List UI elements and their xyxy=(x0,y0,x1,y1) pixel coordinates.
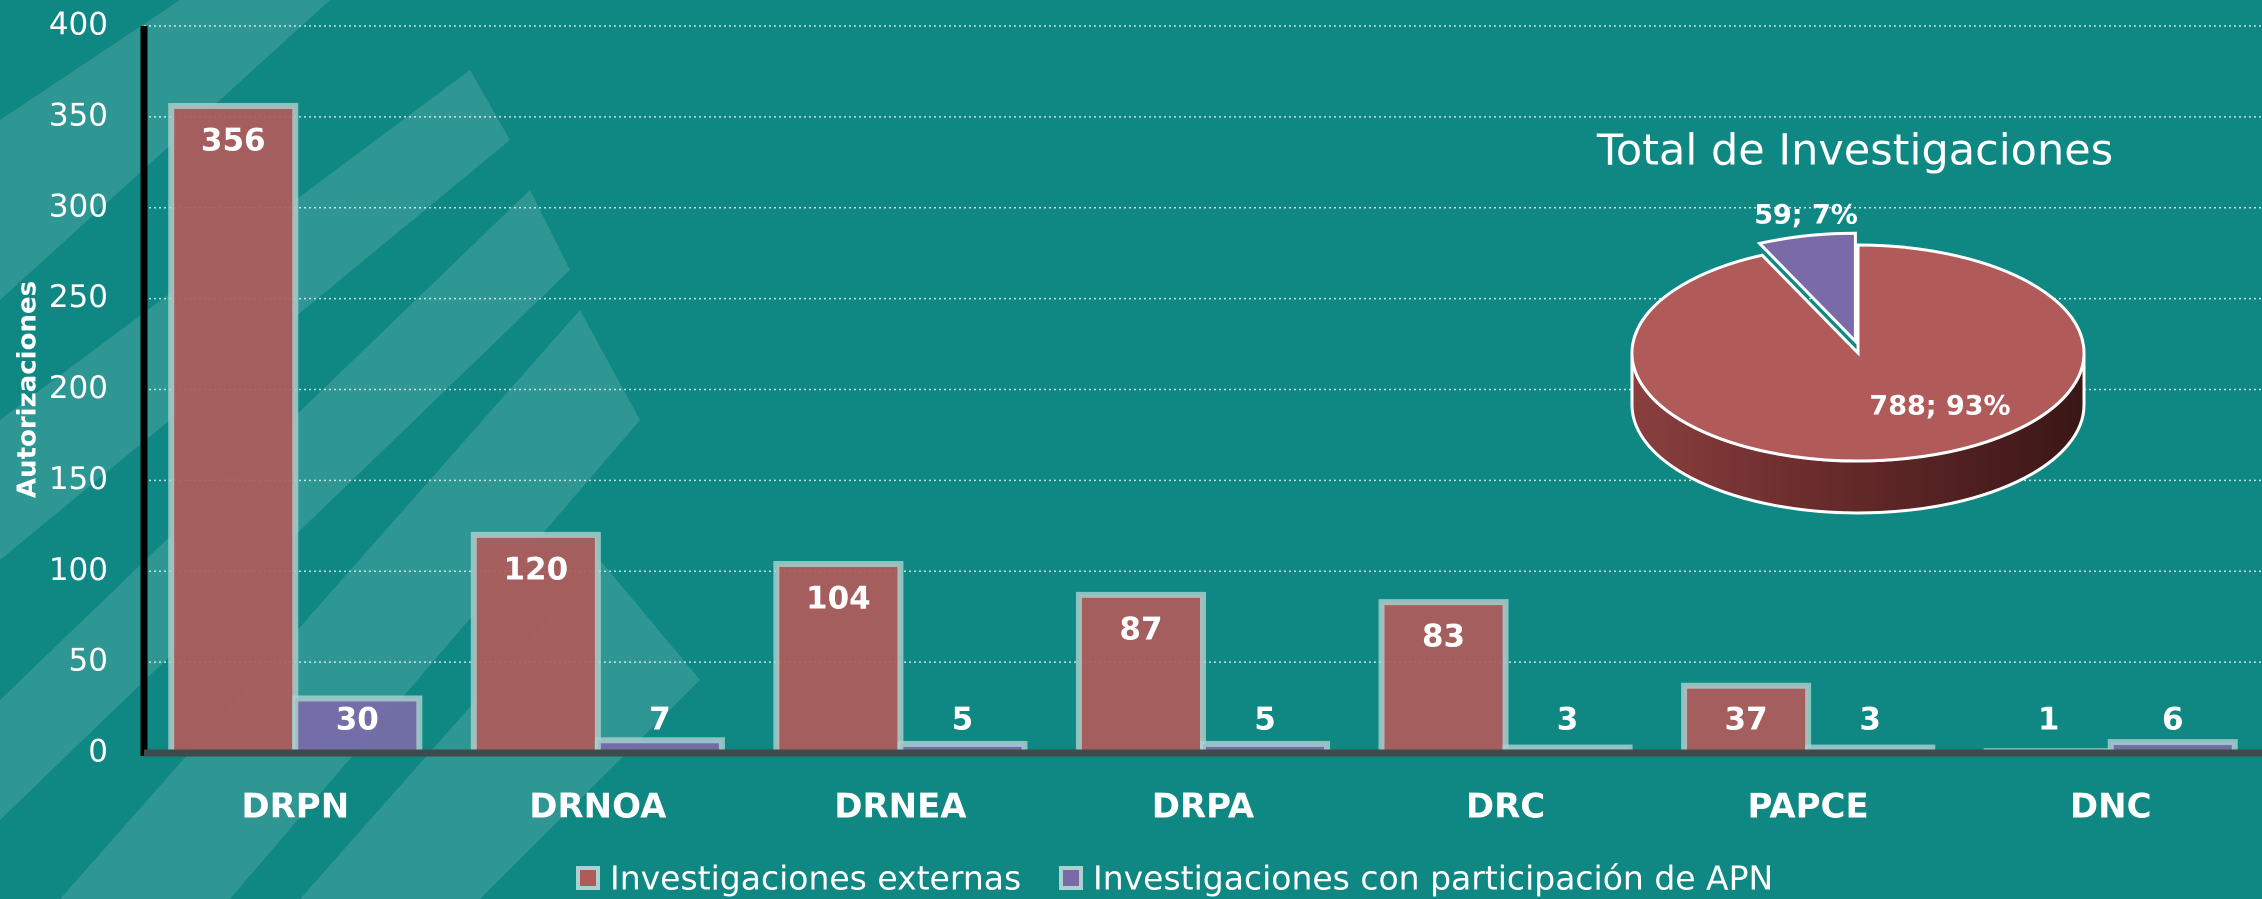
legend-marker xyxy=(1061,868,1081,888)
legend-marker xyxy=(578,868,598,888)
legend-label: Investigaciones con participación de APN xyxy=(1093,859,1773,898)
value-label: 5 xyxy=(952,702,974,738)
value-label: 5 xyxy=(1254,702,1276,738)
y-tick-label: 300 xyxy=(49,188,108,224)
y-tick-label: 150 xyxy=(49,461,108,497)
value-label: 6 xyxy=(2162,702,2184,738)
legend-label: Investigaciones externas xyxy=(610,859,1021,898)
pie-value-label: 59; 7% xyxy=(1754,200,1858,231)
x-tick-label: DRPN xyxy=(241,787,349,827)
x-tick-label: DRPA xyxy=(1152,787,1255,827)
pie-slice xyxy=(1632,245,2084,461)
value-label: 30 xyxy=(336,702,379,738)
x-tick-label: DRNEA xyxy=(834,787,967,827)
value-label: 1 xyxy=(2038,702,2060,738)
x-tick-label: DRNOA xyxy=(529,787,667,827)
y-tick-label: 200 xyxy=(49,370,108,406)
y-tick-label: 400 xyxy=(49,7,108,43)
y-tick-label: 100 xyxy=(49,552,108,588)
y-tick-label: 0 xyxy=(88,734,108,770)
x-tick-label: PAPCE xyxy=(1748,787,1869,827)
value-label: 7 xyxy=(649,702,671,738)
value-label: 87 xyxy=(1119,611,1162,647)
pie-title: Total de Investigaciones xyxy=(1596,126,2113,176)
y-axis-label: Autorizaciones xyxy=(13,281,43,498)
value-label: 83 xyxy=(1422,619,1465,655)
value-label: 356 xyxy=(201,122,266,158)
x-tick-label: DRC xyxy=(1466,787,1545,827)
value-label: 120 xyxy=(503,551,568,587)
y-tick-label: 50 xyxy=(69,643,108,679)
value-label: 3 xyxy=(1557,702,1579,738)
chart: 050100150200250300350400Autorizaciones35… xyxy=(0,0,2262,899)
value-label: 3 xyxy=(1859,702,1881,738)
y-tick-label: 250 xyxy=(49,279,108,315)
bar xyxy=(171,106,295,753)
x-tick-label: DNC xyxy=(2070,787,2152,827)
pie-value-label: 788; 93% xyxy=(1869,391,2010,422)
value-label: 37 xyxy=(1725,702,1768,738)
y-tick-label: 350 xyxy=(49,97,108,133)
value-label: 104 xyxy=(806,580,871,616)
